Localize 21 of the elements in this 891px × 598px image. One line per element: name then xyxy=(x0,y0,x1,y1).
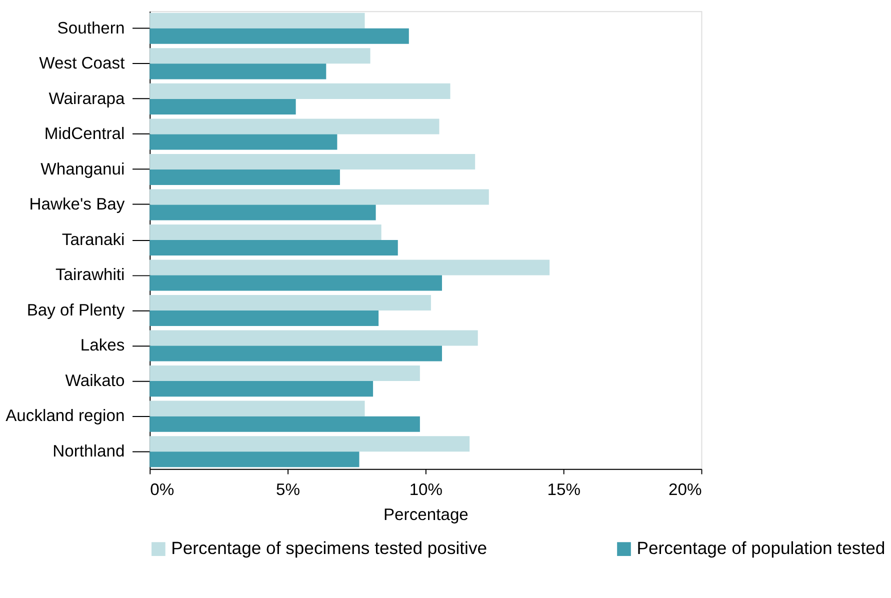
y-tick-label: Bay of Plenty xyxy=(26,300,126,320)
y-tick-label: Northland xyxy=(52,441,125,460)
legend-label: Percentage of specimens tested positive xyxy=(171,538,488,558)
y-tick-label: Wairarapa xyxy=(48,88,126,108)
y-tick-label: Hawke's Bay xyxy=(29,194,126,214)
y-tick-label: Waikato xyxy=(65,370,125,390)
x-tick-label: 10% xyxy=(409,480,443,499)
x-tick-label: 20% xyxy=(668,480,702,499)
y-tick-label: Lakes xyxy=(80,336,125,355)
x-tick-label: 0% xyxy=(150,480,174,499)
y-tick-label: Whanganui xyxy=(40,159,125,178)
y-tick-label: Tairawhiti xyxy=(55,265,125,284)
y-tick-label: Taranaki xyxy=(62,230,125,249)
y-tick-label: Auckland region xyxy=(6,406,125,426)
legend-label: Percentage of population tested xyxy=(636,538,886,558)
x-axis-title: Percentage xyxy=(383,505,468,524)
x-tick-label: 5% xyxy=(276,480,300,499)
y-tick-label: MidCentral xyxy=(44,124,125,144)
x-tick-label: 15% xyxy=(547,480,581,499)
y-tick-label: Southern xyxy=(57,18,125,38)
y-tick-label: West Coast xyxy=(39,54,126,73)
